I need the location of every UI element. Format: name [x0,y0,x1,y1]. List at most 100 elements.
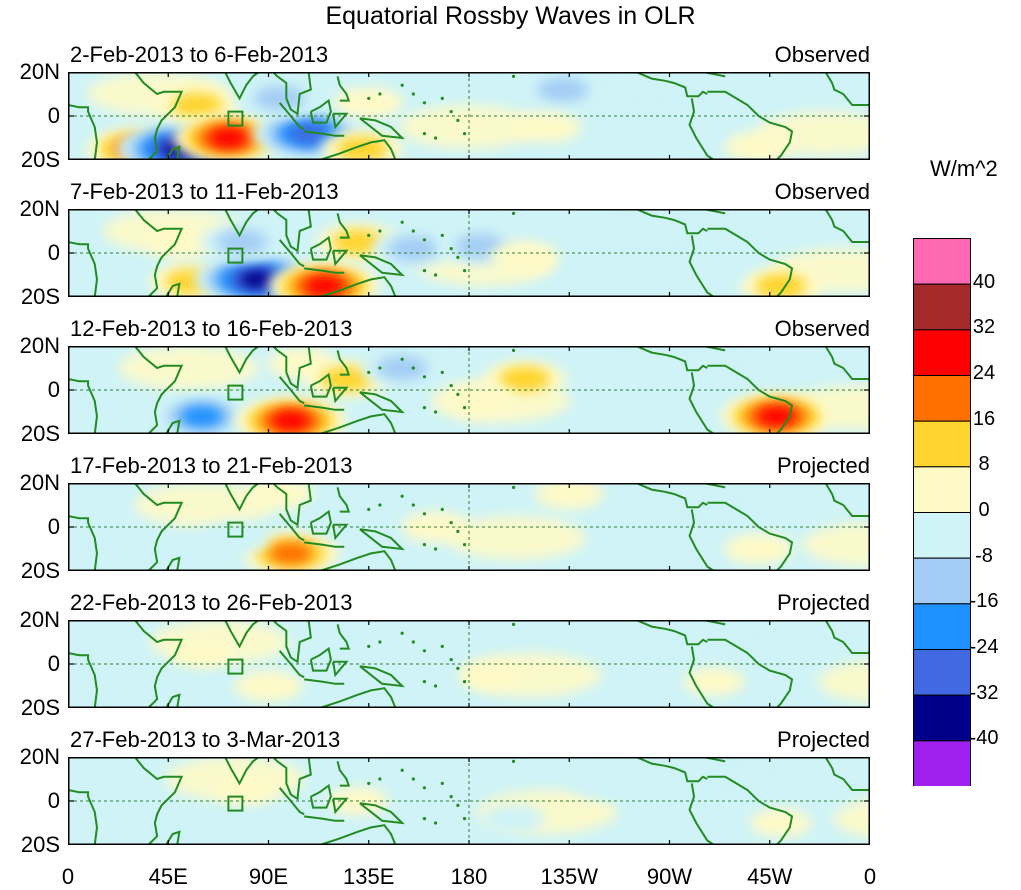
coastline [707,775,794,845]
coastline [635,72,708,98]
island-dot [433,547,438,551]
x-tick-label: 45W [747,864,793,889]
colorbar-swatch [913,557,971,605]
coastline [165,419,181,434]
coastline [278,650,305,679]
anomaly-blob [171,92,223,118]
anomaly-blob [301,500,370,532]
anomaly-blob [657,109,726,141]
colorbar-tick-label: 8 [978,453,990,476]
island-dot [462,680,467,684]
coastline [359,802,405,825]
panel-date-range: 7-Feb-2013 to 11-Feb-2013 [70,179,339,204]
coastline [134,483,184,571]
coastline [68,515,98,571]
panel-status: Observed [774,42,870,67]
panel-map-2 [68,209,870,297]
coastline [824,346,870,380]
island-dot [511,759,516,763]
island-dot [367,644,371,648]
panel-status: Projected [777,590,870,615]
chart-title: Equatorial Rossby Waves in OLR [325,2,696,30]
y-tick-label: 20S [20,421,60,446]
island-dot [378,92,382,96]
island-dot [422,238,427,242]
coastline [707,501,794,571]
coastline [332,660,349,678]
coastline [134,346,184,434]
region-box [227,521,244,538]
panel-status: Projected [777,453,870,478]
island-dot [440,644,444,648]
y-tick-label: 20N [19,744,60,769]
colorbar-tick-label: 0 [978,499,990,521]
coastline [824,757,870,791]
island-dot [433,136,438,140]
coastline [824,620,870,654]
island-dot [456,118,460,122]
island-dot [400,494,404,498]
coastline [215,209,261,238]
panel-date-range: 27-Feb-2013 to 3-Mar-2013 [70,727,341,752]
coastline [165,693,181,708]
island-dot [422,786,427,790]
anomaly-blob [304,275,344,297]
coastline [309,646,332,672]
coastline [336,761,351,787]
coastline [68,789,98,845]
x-tick-label: 180 [450,864,488,889]
colorbar-tick-label: -16 [969,590,999,613]
coastline [336,213,351,239]
x-tick-label: 0 [61,864,75,889]
island-dot [433,273,438,277]
colorbar-swatch [913,329,971,377]
anomaly-layer [118,346,870,434]
colorbar-tick-label: -32 [969,681,999,704]
island-dot [367,233,371,237]
coastline [635,757,708,783]
coastline [271,209,312,253]
island-dot [462,543,467,547]
anomaly-blob [254,86,306,111]
panel-status: Projected [777,727,870,752]
coastline [215,483,261,512]
island-dot [433,410,438,414]
coastline [332,523,349,541]
island-dot [511,74,516,78]
island-dot [456,529,460,533]
coastline [278,787,305,816]
anomaly-blob [387,236,439,261]
coastline [165,282,181,297]
coastline [271,757,312,801]
coastline [824,209,870,243]
panel-map-5 [68,620,870,708]
anomaly-blob [245,483,314,510]
island-dot [462,817,467,821]
anomaly-blob [512,111,582,143]
anomaly-blob [332,229,384,255]
x-tick-label: 0 [863,864,877,889]
background-anomaly-patch [624,483,764,523]
colorbar-swatch [913,649,971,696]
coastline [271,483,312,527]
island-dot [400,357,404,361]
y-tick-label: 0 [47,103,60,128]
coastline [134,209,184,297]
coastline [707,90,794,160]
island-dot [449,384,453,388]
panel-map-6 [68,757,870,845]
island-dot [462,269,467,273]
coastline [688,509,715,571]
island-dot [440,370,444,374]
coastline [278,376,305,405]
background-anomaly-patch [833,799,870,838]
anomaly-blob [460,660,522,690]
island-dot [422,406,427,410]
x-tick-label: 135W [540,864,598,889]
y-tick-label: 20N [19,470,60,495]
coastlines [68,209,870,297]
coastline [304,404,345,411]
island-dot [422,649,427,653]
coastline [824,483,870,517]
y-tick-label: 20N [19,607,60,632]
